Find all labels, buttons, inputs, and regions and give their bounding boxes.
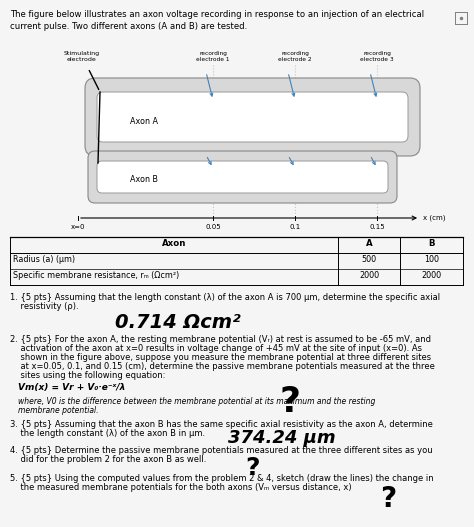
Text: Stimulating
electrode: Stimulating electrode xyxy=(64,51,100,62)
Text: resistivity (ρ).: resistivity (ρ). xyxy=(10,302,79,311)
Text: The figure below illustrates an axon voltage recording in response to an injecti: The figure below illustrates an axon vol… xyxy=(10,10,424,31)
Text: activation of the axon at x=0 results in voltage change of +45 mV at the site of: activation of the axon at x=0 results in… xyxy=(10,344,422,353)
Text: 3. {5 pts} Assuming that the axon B has the same specific axial resistivity as t: 3. {5 pts} Assuming that the axon B has … xyxy=(10,420,433,429)
Text: 2000: 2000 xyxy=(359,271,379,280)
Text: A: A xyxy=(365,239,372,248)
Text: 100: 100 xyxy=(424,255,439,264)
FancyBboxPatch shape xyxy=(88,151,397,203)
Text: ?: ? xyxy=(246,456,260,480)
Text: sites using the following equation:: sites using the following equation: xyxy=(10,371,165,380)
FancyBboxPatch shape xyxy=(85,78,420,156)
Text: 0.714 Ωcm²: 0.714 Ωcm² xyxy=(115,313,241,332)
Text: Specific membrane resistance, rₘ (Ωcm²): Specific membrane resistance, rₘ (Ωcm²) xyxy=(13,271,179,280)
FancyBboxPatch shape xyxy=(97,161,388,193)
Text: 2. {5 pts} For the axon A, the resting membrane potential (Vᵣ) at rest is assume: 2. {5 pts} For the axon A, the resting m… xyxy=(10,335,431,344)
Text: 4. {5 pts} Determine the passive membrane potentials measured at the three diffe: 4. {5 pts} Determine the passive membran… xyxy=(10,446,433,455)
Text: 0.15: 0.15 xyxy=(369,224,385,230)
Text: shown in the figure above, suppose you measure the membrane potential at three d: shown in the figure above, suppose you m… xyxy=(10,353,431,362)
Text: recording
electrode 2: recording electrode 2 xyxy=(278,51,312,62)
Text: x (cm): x (cm) xyxy=(423,214,446,221)
Text: Radius (a) (μm): Radius (a) (μm) xyxy=(13,255,75,264)
Text: recording
electrode 3: recording electrode 3 xyxy=(360,51,394,62)
Text: the length constant (λ) of the axon B in μm.: the length constant (λ) of the axon B in… xyxy=(10,429,205,438)
Text: Axon A: Axon A xyxy=(130,116,158,125)
Text: 500: 500 xyxy=(362,255,376,264)
Text: Axon: Axon xyxy=(162,239,186,248)
Text: membrane potential.: membrane potential. xyxy=(18,406,99,415)
Text: x=0: x=0 xyxy=(71,224,85,230)
Text: ?: ? xyxy=(380,485,396,513)
Text: 5. {5 pts} Using the computed values from the problem 2 & 4, sketch (draw the li: 5. {5 pts} Using the computed values fro… xyxy=(10,474,434,483)
Text: 374.24 μm: 374.24 μm xyxy=(228,429,336,447)
Text: recording
electrode 1: recording electrode 1 xyxy=(196,51,230,62)
Text: the measured membrane potentials for the both axons (Vₘ versus distance, x): the measured membrane potentials for the… xyxy=(10,483,352,492)
Text: 0.05: 0.05 xyxy=(205,224,221,230)
Text: 1. {5 pts} Assuming that the length constant (λ) of the axon A is 700 μm, determ: 1. {5 pts} Assuming that the length cons… xyxy=(10,293,440,302)
Text: Axon B: Axon B xyxy=(130,174,158,183)
Text: 0.1: 0.1 xyxy=(289,224,301,230)
Text: 2000: 2000 xyxy=(421,271,442,280)
Text: Vm(x) = Vr + V₀·e⁻ˣ/λ: Vm(x) = Vr + V₀·e⁻ˣ/λ xyxy=(18,383,126,392)
Text: at x=0.05, 0.1, and 0.15 (cm), determine the passive membrane potentials measure: at x=0.05, 0.1, and 0.15 (cm), determine… xyxy=(10,362,435,371)
Text: where, V0 is the difference between the membrane potential at its maximum and th: where, V0 is the difference between the … xyxy=(18,397,375,406)
FancyBboxPatch shape xyxy=(97,92,408,142)
Text: did for the problem 2 for the axon B as well.: did for the problem 2 for the axon B as … xyxy=(10,455,206,464)
Text: ?: ? xyxy=(280,385,301,419)
Text: B: B xyxy=(428,239,435,248)
